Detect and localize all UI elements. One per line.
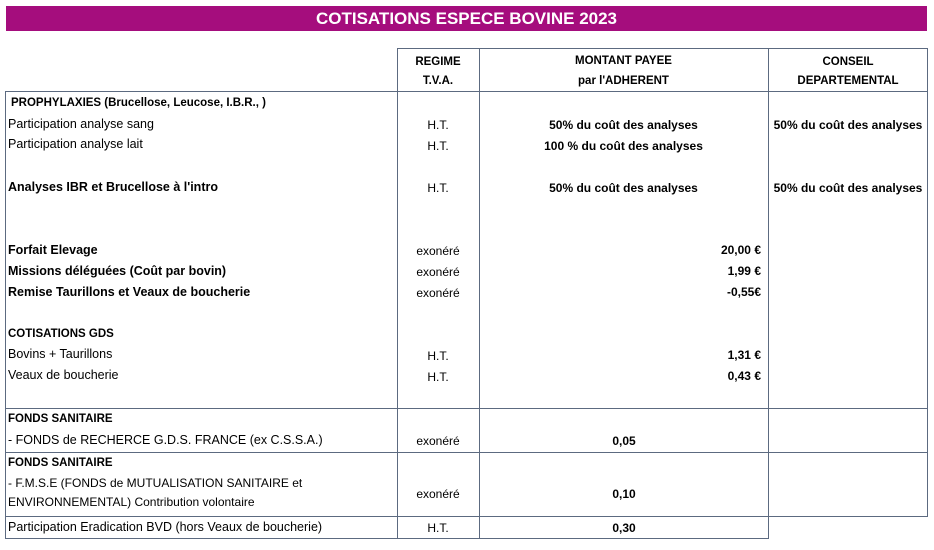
bvd-montant: 0,30 [612, 521, 636, 535]
veaux-regime: H.T. [427, 370, 449, 384]
missions-regime: exonéré [416, 265, 460, 279]
conseil-header-2: DEPARTEMENTAL [797, 75, 899, 87]
fonds2-top-border [5, 452, 928, 453]
col3-border [479, 48, 480, 539]
fonds2-montant: 0,10 [612, 487, 636, 501]
remise-regime: exonéré [416, 286, 460, 300]
col2-border [397, 48, 398, 539]
fonds1-top-border [5, 408, 928, 409]
fonds1-heading: FONDS SANITAIRE [8, 413, 113, 425]
right-border [927, 48, 928, 517]
sang-montant: 50% du coût des analyses [549, 118, 698, 132]
fonds2-label-2: ENVIRONNEMENTAL) Contribution volontaire [8, 495, 255, 509]
remise-montant: -0,55€ [726, 285, 761, 299]
left-border [5, 91, 6, 539]
fonds2-label-1: - F.M.S.E (FONDS de MUTUALISATION SANITA… [8, 476, 303, 490]
intro-label: Analyses IBR et Brucellose à l'intro [8, 180, 218, 194]
gds-heading: COTISATIONS GDS [8, 328, 114, 340]
veaux-label: Veaux de boucherie [8, 368, 119, 382]
prophylaxies-heading: PROPHYLAXIES (Brucellose, Leucose, I.B.R… [11, 97, 266, 109]
remise-label: Remise Taurillons et Veaux de boucherie [8, 285, 251, 299]
lait-montant: 100 % du coût des analyses [544, 139, 703, 153]
bvd-top-border [5, 516, 928, 517]
col4-border [768, 48, 769, 539]
missions-montant: 1,99 € [727, 264, 761, 278]
bovins-regime: H.T. [427, 349, 449, 363]
sang-conseil: 50% du coût des analyses [773, 118, 923, 132]
sang-label: Participation analyse sang [8, 117, 154, 131]
fonds1-montant: 0,05 [612, 434, 636, 448]
bovins-label: Bovins + Taurillons [8, 347, 113, 361]
intro-conseil: 50% du coût des analyses [773, 181, 923, 195]
missions-label: Missions déléguées (Coût par bovin) [8, 264, 227, 278]
montant-header-1: MONTANT PAYEE [575, 55, 672, 67]
page-title: COTISATIONS ESPECE BOVINE 2023 [6, 6, 927, 31]
fonds1-label: - FONDS de RECHERCE G.D.S. FRANCE (ex C.… [8, 433, 323, 447]
table-top-border [5, 91, 928, 92]
fonds1-regime: exonéré [416, 434, 460, 448]
lait-regime: H.T. [427, 139, 449, 153]
bovins-montant: 1,31 € [727, 348, 761, 362]
montant-header-2: par l'ADHERENT [578, 75, 669, 87]
forfait-montant: 20,00 € [720, 243, 761, 257]
forfait-regime: exonéré [416, 244, 460, 258]
fonds2-heading: FONDS SANITAIRE [8, 457, 113, 469]
forfait-label: Forfait Elevage [8, 243, 98, 257]
sang-regime: H.T. [427, 118, 449, 132]
bvd-regime: H.T. [427, 521, 449, 535]
veaux-montant: 0,43 € [727, 369, 761, 383]
table-bottom-border [5, 538, 769, 539]
intro-montant: 50% du coût des analyses [549, 181, 698, 195]
regime-header-1: REGIME [415, 56, 461, 68]
intro-regime: H.T. [427, 181, 449, 195]
conseil-header-1: CONSEIL [822, 56, 874, 68]
header-top-border [397, 48, 928, 49]
bvd-label: Participation Eradication BVD (hors Veau… [8, 520, 323, 534]
regime-header-2: T.V.A. [422, 75, 454, 87]
fonds2-regime: exonéré [416, 487, 460, 501]
lait-label: Participation analyse lait [8, 137, 143, 151]
